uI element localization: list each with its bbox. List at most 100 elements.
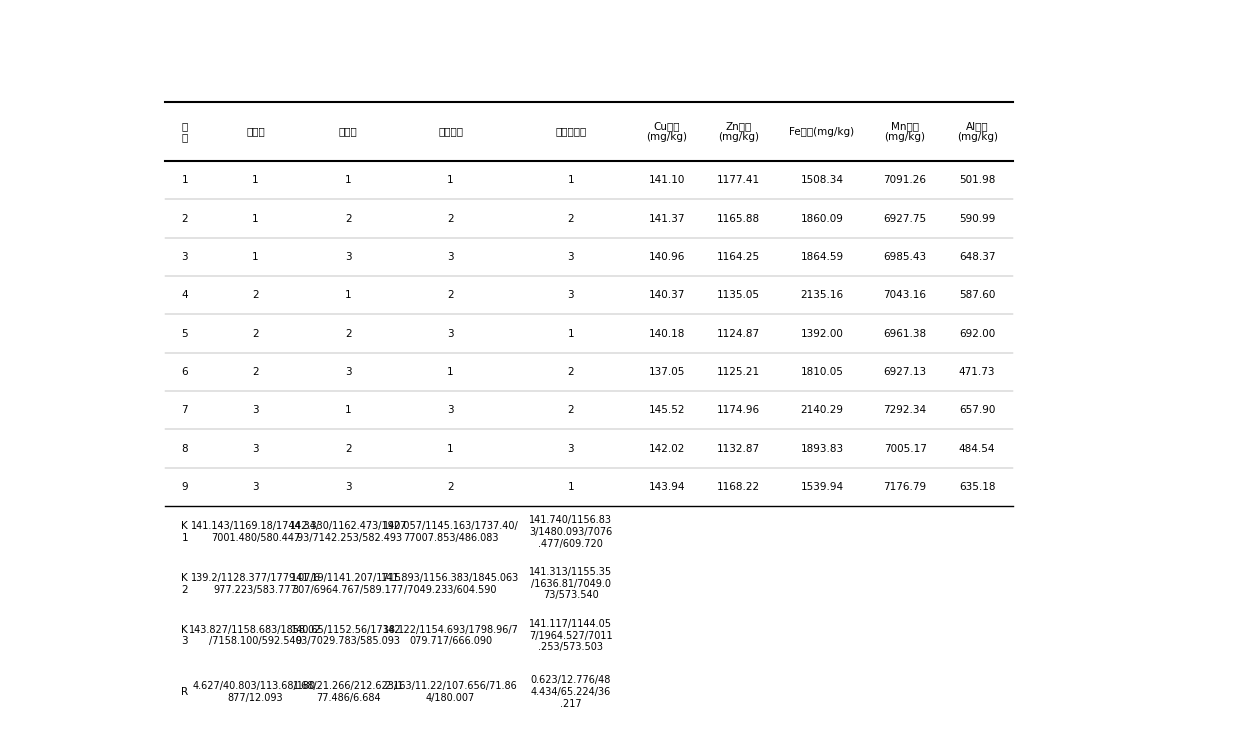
Text: 7: 7	[181, 406, 188, 415]
Text: 2: 2	[252, 291, 259, 300]
Text: 3: 3	[345, 252, 351, 262]
Text: 140.18: 140.18	[649, 329, 684, 339]
Text: 4: 4	[181, 291, 188, 300]
Text: 1: 1	[345, 175, 351, 185]
Text: 7292.34: 7292.34	[883, 406, 926, 415]
Text: 145.52: 145.52	[649, 406, 684, 415]
Text: 1: 1	[568, 329, 574, 339]
Text: 9: 9	[181, 482, 188, 492]
Text: 1177.41: 1177.41	[717, 175, 760, 185]
Text: 1: 1	[448, 367, 454, 377]
Text: 1125.21: 1125.21	[717, 367, 760, 377]
Text: 1165.88: 1165.88	[717, 214, 760, 223]
Text: 1810.05: 1810.05	[801, 367, 843, 377]
Text: 590.99: 590.99	[959, 214, 996, 223]
Text: 141.143/1169.18/1744.34/
7001.480/580.447: 141.143/1169.18/1744.34/ 7001.480/580.44…	[191, 521, 320, 543]
Text: Al含量
(mg/kg): Al含量 (mg/kg)	[956, 121, 998, 142]
Text: 1: 1	[252, 214, 259, 223]
Text: 6927.75: 6927.75	[883, 214, 926, 223]
Text: 141.893/1156.383/1845.063
/7049.233/604.590: 141.893/1156.383/1845.063 /7049.233/604.…	[382, 573, 520, 594]
Text: 7091.26: 7091.26	[884, 175, 926, 185]
Text: 143.94: 143.94	[649, 482, 684, 492]
Text: 1124.87: 1124.87	[717, 329, 760, 339]
Text: 4.627/40.803/113.68/180.
877/12.093: 4.627/40.803/113.68/180. 877/12.093	[192, 681, 319, 703]
Text: 3: 3	[252, 444, 259, 454]
Text: 484.54: 484.54	[959, 444, 996, 454]
Text: Fe含量(mg/kg): Fe含量(mg/kg)	[790, 127, 854, 137]
Text: 2135.16: 2135.16	[800, 291, 843, 300]
Text: 3: 3	[448, 252, 454, 262]
Text: 3: 3	[345, 367, 351, 377]
Text: Mn含量
(mg/kg): Mn含量 (mg/kg)	[884, 121, 925, 142]
Text: 141.117/1144.05
7/1964.527/7011
.253/573.503: 141.117/1144.05 7/1964.527/7011 .253/573…	[528, 619, 613, 652]
Text: 1864.59: 1864.59	[800, 252, 843, 262]
Text: 3: 3	[181, 252, 188, 262]
Text: 141.19/1141.207/1715.
307/6964.767/589.177: 141.19/1141.207/1715. 307/6964.767/589.1…	[291, 573, 405, 594]
Text: 1860.09: 1860.09	[801, 214, 843, 223]
Text: 142.22/1154.693/1798.96/7
079.717/666.090: 142.22/1154.693/1798.96/7 079.717/666.09…	[383, 625, 518, 646]
Text: 657.90: 657.90	[959, 406, 996, 415]
Text: 2: 2	[181, 214, 188, 223]
Text: 误差项: 误差项	[246, 127, 265, 137]
Text: K
3: K 3	[181, 625, 188, 646]
Text: 1: 1	[181, 175, 188, 185]
Text: 635.18: 635.18	[959, 482, 996, 492]
Text: 139.2/1128.377/1779.07/6
977.223/583.777: 139.2/1128.377/1779.07/6 977.223/583.777	[191, 573, 320, 594]
Text: 消解时间: 消解时间	[438, 127, 463, 137]
Text: 1539.94: 1539.94	[800, 482, 843, 492]
Text: 6961.38: 6961.38	[883, 329, 926, 339]
Text: 1.68/21.266/212.623/1
77.486/6.684: 1.68/21.266/212.623/1 77.486/6.684	[293, 681, 404, 703]
Text: 3: 3	[568, 291, 574, 300]
Text: 501.98: 501.98	[959, 175, 996, 185]
Text: 1: 1	[448, 444, 454, 454]
Text: 143.827/1158.683/1858.02
/7158.100/592.540: 143.827/1158.683/1858.02 /7158.100/592.5…	[190, 625, 321, 646]
Text: 2: 2	[568, 406, 574, 415]
Text: 1: 1	[252, 175, 259, 185]
Text: 2: 2	[448, 291, 454, 300]
Text: 471.73: 471.73	[959, 367, 996, 377]
Text: 2: 2	[252, 367, 259, 377]
Text: 140.057/1145.163/1737.40/
77007.853/486.083: 140.057/1145.163/1737.40/ 77007.853/486.…	[383, 521, 518, 543]
Text: 3: 3	[252, 406, 259, 415]
Text: Zn含量
(mg/kg): Zn含量 (mg/kg)	[718, 121, 759, 142]
Text: 3: 3	[568, 444, 574, 454]
Text: 7043.16: 7043.16	[884, 291, 926, 300]
Text: 2: 2	[345, 444, 351, 454]
Text: K
2: K 2	[181, 573, 188, 594]
Text: 2: 2	[568, 367, 574, 377]
Text: 0.623/12.776/48
4.434/65.224/36
.217: 0.623/12.776/48 4.434/65.224/36 .217	[531, 676, 611, 709]
Text: 587.60: 587.60	[959, 291, 996, 300]
Text: 6927.13: 6927.13	[883, 367, 926, 377]
Text: 1: 1	[345, 291, 351, 300]
Text: 692.00: 692.00	[959, 329, 996, 339]
Text: 固液比: 固液比	[339, 127, 357, 137]
Text: 140.96: 140.96	[649, 252, 684, 262]
Text: 2: 2	[345, 214, 351, 223]
Text: 3: 3	[345, 482, 351, 492]
Text: 1: 1	[568, 482, 574, 492]
Text: 6: 6	[181, 367, 188, 377]
Text: 7176.79: 7176.79	[883, 482, 926, 492]
Text: 1132.87: 1132.87	[717, 444, 760, 454]
Text: 1: 1	[345, 406, 351, 415]
Text: 8: 8	[181, 444, 188, 454]
Text: 1: 1	[252, 252, 259, 262]
Text: R: R	[181, 687, 188, 697]
Text: 2: 2	[448, 214, 454, 223]
Text: 1135.05: 1135.05	[717, 291, 760, 300]
Text: 1: 1	[448, 175, 454, 185]
Text: 1893.83: 1893.83	[800, 444, 843, 454]
Text: 6985.43: 6985.43	[883, 252, 926, 262]
Text: 141.10: 141.10	[649, 175, 684, 185]
Text: 3: 3	[252, 482, 259, 492]
Text: 140.65/1152.56/1738.1
93/7029.783/585.093: 140.65/1152.56/1738.1 93/7029.783/585.09…	[291, 625, 405, 646]
Text: 141.313/1155.35
/1636.81/7049.0
73/573.540: 141.313/1155.35 /1636.81/7049.0 73/573.5…	[529, 567, 613, 600]
Text: 141.740/1156.83
3/1480.093/7076
.477/609.720: 141.740/1156.83 3/1480.093/7076 .477/609…	[529, 515, 613, 548]
Text: 2.163/11.22/107.656/71.86
4/180.007: 2.163/11.22/107.656/71.86 4/180.007	[384, 681, 517, 703]
Text: 1392.00: 1392.00	[801, 329, 843, 339]
Text: 2: 2	[345, 329, 351, 339]
Text: 3: 3	[448, 406, 454, 415]
Text: 2140.29: 2140.29	[801, 406, 843, 415]
Text: 142.02: 142.02	[649, 444, 684, 454]
Text: 序
号: 序 号	[182, 121, 188, 142]
